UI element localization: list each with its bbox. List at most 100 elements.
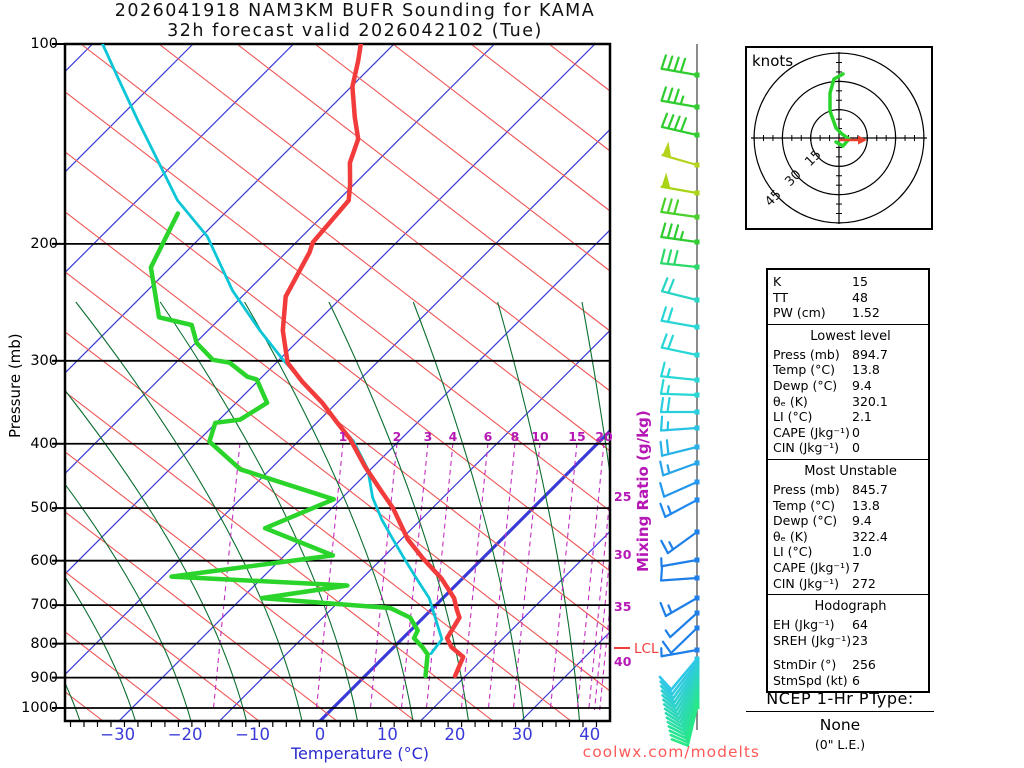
temperature-tick-label: −30 [100, 725, 136, 744]
wind-barb [659, 439, 700, 457]
barb-level-dot [694, 352, 700, 358]
wind-barb [660, 172, 700, 196]
barb-level-dot [694, 409, 700, 415]
barb-full-feather [659, 415, 664, 432]
indices-row-label: Press (mb) [773, 481, 840, 497]
wind-barb [660, 647, 700, 658]
isotherm-line [65, 44, 194, 173]
indices-row: θₑ (K) 322.4 [773, 529, 928, 545]
isotherm-line [118, 229, 610, 721]
barb-level-dot [694, 72, 700, 78]
indices-section-header: Most Unstable [804, 463, 897, 479]
indices-row-value: 1.0 [852, 544, 872, 560]
ncep-ptype-heading: NCEP 1-Hr PType: [746, 689, 934, 712]
wind-barb [662, 673, 700, 712]
moist-adiabat-line [497, 301, 581, 721]
wind-barb [658, 656, 700, 691]
indices-row-value: 9.4 [852, 377, 872, 393]
barb-level-dot [694, 700, 700, 706]
barb-full-feather [667, 334, 675, 350]
wind-barb [662, 676, 700, 716]
mixing-ratio-label: 20 [595, 429, 613, 444]
barb-half-feather [666, 420, 670, 432]
indices-section: Lowest level Press (mb) 894.7 Temp (°C) 13.8… [768, 323, 928, 459]
mixing-ratio-label: 15 [568, 429, 585, 444]
dry-adiabat-line [65, 451, 416, 721]
indices-row: LI (°C) 2.1 [773, 409, 928, 425]
barb-level-dot [694, 529, 700, 535]
isotherm-line [65, 44, 294, 274]
barb-level-dot [694, 425, 700, 431]
barb-staff [675, 674, 699, 712]
hodograph-trace [828, 72, 851, 148]
pressure-tick-label: 100 [30, 36, 58, 52]
barb-full-feather [665, 716, 683, 728]
plot-border [63, 42, 612, 723]
temperature-tick-label: 30 [511, 725, 533, 744]
barb-full-feather [659, 440, 664, 457]
pressure-tick-label: 900 [30, 669, 58, 686]
indices-row-value: 320.1 [852, 393, 888, 409]
barb-full-feather [673, 88, 680, 105]
barb-level-dot [694, 610, 700, 616]
wind-barb [660, 306, 700, 330]
mixing-ratio-label: 6 [484, 429, 493, 444]
wind-barb [659, 460, 700, 477]
barb-full-feather [679, 117, 688, 133]
indices-section-header: Hodograph [814, 599, 887, 615]
indices-row-label: Temp (°C) [773, 362, 836, 378]
barb-full-feather [661, 694, 677, 708]
wind-barb [660, 197, 700, 220]
barb-pennant [661, 172, 671, 189]
mixing-ratio-labels: 1 2 3 4 6 8 10 15 20 25 30 35 40 [339, 429, 632, 669]
wind-barb [660, 361, 700, 383]
barb-level-dot [694, 690, 700, 696]
barb-level-dot [694, 647, 700, 653]
mixing-ratio-label-right: 25 [614, 489, 631, 504]
indices-row-label: LI (°C) [773, 409, 813, 425]
temperature-axis-title: Temperature (°C) [290, 744, 430, 763]
barb-full-feather [659, 601, 667, 618]
dry-adiabat-line [158, 44, 610, 392]
ncep-ptype-block: NCEP 1-Hr PType: None (0" L.E.) [746, 689, 934, 752]
wind-barb [660, 86, 700, 110]
moist-adiabat-line [244, 301, 414, 721]
indices-row-label: TT [773, 289, 789, 305]
barb-pennant [662, 141, 672, 158]
moist-adiabat-line [65, 576, 137, 721]
wind-barb [660, 248, 700, 270]
isotherm-line [65, 44, 495, 475]
barb-staff [674, 671, 699, 708]
mixing-ratio-label: 10 [531, 429, 549, 444]
barb-level-dot [694, 625, 700, 631]
barb-half-feather [664, 629, 672, 639]
indices-row-value: 23 [852, 632, 868, 648]
moist-adiabat-line [75, 301, 303, 721]
dry-adiabat-line [65, 271, 610, 692]
pressure-tick-label: 200 [30, 235, 58, 252]
barb-level-dot [694, 239, 700, 245]
ncep-ptype-value: None [819, 716, 861, 734]
barb-full-feather [666, 223, 673, 239]
hodograph-units-label: knots [752, 52, 794, 70]
wind-barb [660, 666, 700, 704]
wind-barb [664, 610, 700, 639]
wind-barb [660, 54, 700, 78]
barb-level-dot [694, 659, 700, 665]
barb-full-feather [673, 199, 680, 215]
barb-staff [680, 688, 699, 728]
temperature-tick-label: 40 [579, 725, 601, 744]
barb-full-feather [673, 249, 679, 266]
indices-row-value: 845.7 [852, 481, 888, 497]
barb-level-dot [694, 575, 700, 581]
wind-barb [661, 670, 700, 708]
indices-row-value: 322.4 [852, 528, 888, 544]
temperature-tick-label: 20 [444, 725, 466, 744]
barb-staff [661, 153, 699, 167]
barb-full-feather [663, 707, 681, 720]
indices-row: Dewp (°C) 9.4 [773, 378, 928, 394]
indices-row-label: PW (cm) [773, 305, 826, 321]
wind-barb [659, 497, 700, 519]
temperature-tick-label: −20 [167, 725, 203, 744]
wind-barb [659, 415, 700, 432]
